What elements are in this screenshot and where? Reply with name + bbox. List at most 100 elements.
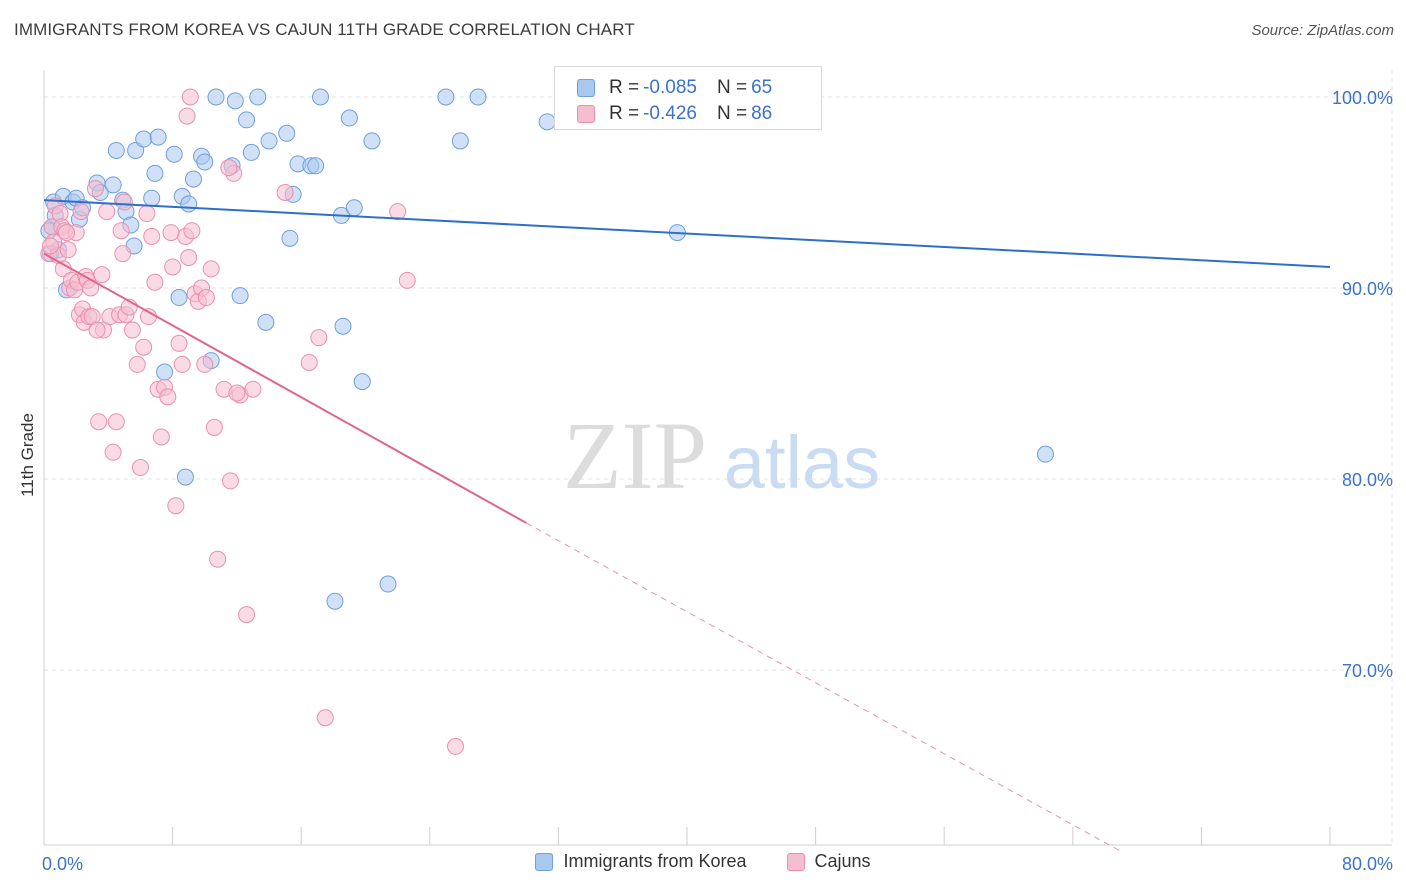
cajuns-point xyxy=(128,355,146,373)
korea-point xyxy=(156,363,174,381)
cajuns-point xyxy=(138,205,156,223)
n-label: N = xyxy=(716,77,748,98)
cajuns-point xyxy=(135,338,153,356)
series-cajuns-points xyxy=(40,88,465,755)
legend-swatch-cajuns xyxy=(786,852,805,871)
r-label: R = xyxy=(609,77,640,98)
legend-swatch-korea xyxy=(577,79,595,97)
korea-point xyxy=(135,130,153,148)
x-tick-label: 80.0% xyxy=(1342,854,1393,874)
y-axis-label: 11th Grade xyxy=(18,413,37,497)
cajuns-point xyxy=(221,472,239,490)
cajuns-point xyxy=(196,355,214,373)
y-tick-label: 70.0% xyxy=(1342,661,1393,681)
cajuns-point xyxy=(88,321,106,339)
cajuns-point xyxy=(180,248,198,266)
cajuns-point xyxy=(72,203,90,221)
trend-lines xyxy=(43,199,1331,852)
legend-item-cajuns[interactable]: Cajuns xyxy=(786,851,871,872)
y-tick-label: 80.0% xyxy=(1342,470,1393,490)
axes xyxy=(43,70,1392,846)
cajuns-point xyxy=(173,355,191,373)
cajuns-point xyxy=(146,273,164,291)
r-label: R = xyxy=(609,103,640,124)
korea-point xyxy=(311,88,329,106)
korea-point xyxy=(143,189,161,207)
korea-trend-line xyxy=(43,199,1331,268)
cajuns-point xyxy=(115,193,133,211)
watermark-atlas: atlas xyxy=(724,421,880,504)
cajuns-point xyxy=(238,606,256,624)
series-legend: Immigrants from Korea Cajuns xyxy=(0,851,1406,872)
cajuns-point xyxy=(170,334,188,352)
korea-point xyxy=(1036,445,1054,463)
legend-label-korea: Immigrants from Korea xyxy=(563,851,747,871)
korea-point xyxy=(334,317,352,335)
korea-point xyxy=(107,141,125,159)
watermark-zip: ZIP xyxy=(563,402,707,509)
n-value: 65 xyxy=(751,77,773,98)
cajuns-point xyxy=(164,258,182,276)
cajuns-point xyxy=(159,388,177,406)
cajuns-point xyxy=(167,497,185,515)
korea-point xyxy=(149,128,167,146)
cajuns-trend-line xyxy=(43,252,527,524)
cajuns-point xyxy=(316,709,334,727)
cajuns-point xyxy=(178,107,196,125)
chart-title: IMMIGRANTS FROM KOREA VS CAJUN 11TH GRAD… xyxy=(14,20,635,39)
korea-point xyxy=(437,88,455,106)
legend-swatch-korea xyxy=(535,852,554,871)
korea-point xyxy=(326,592,344,610)
source-credit: Source: ZipAtlas.com xyxy=(1251,22,1394,39)
x-tick-label: 0.0% xyxy=(42,854,83,874)
cajuns-point xyxy=(107,413,125,431)
n-value: 86 xyxy=(751,103,773,124)
korea-point xyxy=(104,176,122,194)
korea-point xyxy=(238,111,256,129)
cajuns-point xyxy=(123,321,141,339)
korea-point xyxy=(538,113,556,131)
korea-point xyxy=(379,575,397,593)
cajuns-point xyxy=(162,224,180,242)
cajuns-point xyxy=(112,222,130,240)
cajuns-point xyxy=(276,184,294,201)
korea-point xyxy=(242,143,260,161)
y-tick-label: 100.0% xyxy=(1332,88,1393,108)
cajuns-point xyxy=(98,203,116,221)
series-korea-points xyxy=(40,88,1054,610)
korea-point xyxy=(451,132,469,150)
legend-item-korea[interactable]: Immigrants from Korea xyxy=(535,851,747,872)
cajuns-point xyxy=(244,380,262,398)
cajuns-point xyxy=(86,180,104,198)
n-label: N = xyxy=(716,103,748,124)
korea-point xyxy=(226,92,244,110)
stats-row-cajuns: R = -0.426 N = 86 xyxy=(577,101,772,127)
korea-point xyxy=(176,468,194,486)
cajuns-point xyxy=(300,353,318,371)
cajuns-point xyxy=(228,384,246,402)
korea-point xyxy=(363,132,381,150)
cajuns-point xyxy=(447,737,465,755)
cajuns-point xyxy=(197,289,215,307)
korea-point xyxy=(180,195,198,213)
gridlines xyxy=(44,70,1393,845)
r-value: -0.085 xyxy=(643,77,697,98)
cajuns-point xyxy=(183,222,201,240)
legend-swatch-cajuns xyxy=(577,105,595,123)
cajuns-point xyxy=(59,241,77,259)
cajuns-point xyxy=(209,550,227,568)
stats-row-korea: R = -0.085 N = 65 xyxy=(577,75,772,101)
stats-legend: R = -0.085 N = 65 R = -0.426 N = 86 xyxy=(554,66,822,130)
korea-point xyxy=(469,88,487,106)
cajuns-point xyxy=(90,413,108,431)
korea-point xyxy=(278,124,296,142)
cajuns-point xyxy=(131,459,149,477)
korea-point xyxy=(345,199,363,217)
korea-point xyxy=(307,157,325,175)
cajuns-point xyxy=(205,418,223,436)
korea-point xyxy=(353,373,371,391)
cajuns-point xyxy=(93,266,111,284)
legend-label-cajuns: Cajuns xyxy=(814,851,871,871)
cajuns-point xyxy=(398,271,416,289)
